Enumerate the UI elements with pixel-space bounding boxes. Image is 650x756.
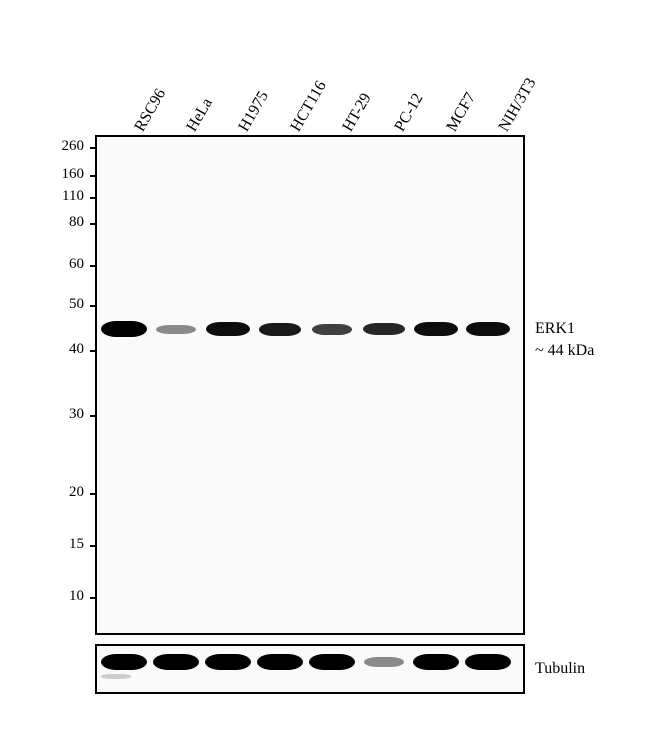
mw-marker-label: 60 bbox=[34, 256, 84, 273]
blot-band bbox=[465, 654, 511, 670]
mw-marker-label: 15 bbox=[34, 536, 84, 553]
mw-marker-label: 10 bbox=[34, 588, 84, 605]
blot-figure: RSC96 HeLa H1975 HCT116HT-29 PC-12 MCF7 NIH/3T… bbox=[30, 30, 620, 726]
blot-band bbox=[312, 324, 352, 335]
lane-label: HT-29 bbox=[339, 90, 375, 135]
loading-control-label: Tubulin bbox=[535, 660, 585, 678]
mw-marker-label: 30 bbox=[34, 406, 84, 423]
mw-marker-label: 260 bbox=[34, 138, 84, 155]
mw-marker-label: 40 bbox=[34, 341, 84, 358]
loading-control-panel bbox=[95, 644, 525, 694]
blot-band bbox=[466, 322, 510, 336]
lane-labels-row: RSC96HeLaH1975HCT116HT-29PC-12MCF7NIH/3T… bbox=[115, 40, 535, 135]
blot-band bbox=[257, 654, 303, 670]
mw-marker-label: 50 bbox=[34, 296, 84, 313]
blot-band bbox=[259, 323, 301, 336]
mw-marker-label: 20 bbox=[34, 484, 84, 501]
blot-band bbox=[156, 325, 196, 334]
blot-band bbox=[205, 654, 251, 670]
lane-label: HCT116 bbox=[287, 78, 330, 135]
mw-marker-label: 160 bbox=[34, 166, 84, 183]
lane-label: MCF7 bbox=[443, 90, 479, 135]
blot-band bbox=[153, 654, 199, 670]
target-size-label: ~ 44 kDa bbox=[535, 342, 594, 360]
faint-band bbox=[101, 674, 131, 679]
blot-band bbox=[414, 322, 458, 336]
mw-marker-label: 80 bbox=[34, 214, 84, 231]
mw-marker-label: 110 bbox=[34, 188, 84, 205]
target-name-label: ERK1 bbox=[535, 320, 575, 338]
blot-band bbox=[413, 654, 459, 670]
blot-band bbox=[101, 321, 147, 337]
blot-band bbox=[309, 654, 355, 670]
lane-label: HeLa bbox=[183, 95, 216, 135]
blot-band bbox=[206, 322, 250, 336]
lane-label: PC-12 bbox=[391, 91, 427, 135]
blot-band bbox=[101, 654, 147, 670]
main-blot-panel bbox=[95, 135, 525, 635]
lane-label: NIH/3T3 bbox=[495, 75, 540, 135]
lane-label: RSC96 bbox=[131, 86, 170, 135]
lane-label: H1975 bbox=[235, 88, 272, 135]
blot-band bbox=[363, 323, 405, 335]
blot-band bbox=[364, 657, 404, 667]
